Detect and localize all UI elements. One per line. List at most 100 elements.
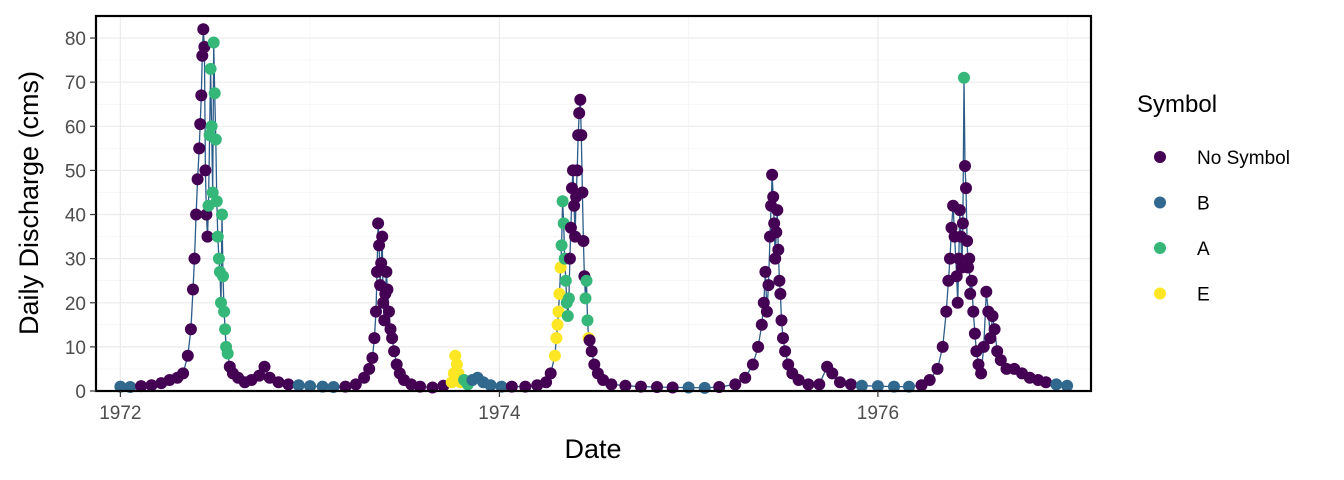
data-point xyxy=(774,287,787,300)
data-point xyxy=(304,380,317,393)
data-point xyxy=(903,380,915,393)
data-point xyxy=(964,287,977,300)
data-point xyxy=(980,285,993,298)
legend-label: No Symbol xyxy=(1197,148,1290,169)
data-point xyxy=(762,279,775,292)
data-point xyxy=(581,314,594,327)
y-tick-label: 70 xyxy=(65,73,86,94)
data-point xyxy=(384,323,397,336)
data-point xyxy=(201,230,214,243)
y-tick-label: 50 xyxy=(65,161,86,182)
data-point xyxy=(826,367,839,380)
data-point xyxy=(775,314,788,327)
data-point xyxy=(193,142,206,155)
data-point xyxy=(555,239,568,252)
data-point xyxy=(888,380,900,393)
data-point xyxy=(792,374,805,386)
data-point xyxy=(217,270,229,283)
data-point xyxy=(205,120,218,133)
legend-key xyxy=(1154,287,1166,300)
data-point xyxy=(585,345,598,358)
data-point xyxy=(962,261,975,274)
data-point xyxy=(553,287,566,300)
legend-entries: No Symbol B A E xyxy=(1154,148,1290,306)
data-point xyxy=(855,379,868,392)
data-point xyxy=(381,283,394,296)
data-point xyxy=(953,204,966,217)
data-point xyxy=(414,380,427,393)
data-point xyxy=(975,367,988,380)
data-point xyxy=(370,305,382,318)
data-point xyxy=(114,380,127,393)
data-point xyxy=(559,274,572,287)
data-point xyxy=(760,305,773,318)
data-point xyxy=(211,230,224,243)
data-point xyxy=(349,378,362,391)
data-point xyxy=(579,292,592,305)
data-point xyxy=(135,380,148,393)
data-point xyxy=(575,129,588,142)
data-point xyxy=(209,133,222,146)
data-point xyxy=(218,305,231,318)
data-point xyxy=(562,292,575,305)
data-point xyxy=(994,354,1007,367)
data-point xyxy=(358,371,371,384)
data-point xyxy=(802,378,815,391)
data-point xyxy=(605,378,618,391)
y-axis-title: Daily Discharge (cms) xyxy=(14,71,44,335)
data-point xyxy=(363,362,376,375)
y-tick-label: 40 xyxy=(65,206,86,227)
data-point xyxy=(782,358,795,371)
y-tick-label: 20 xyxy=(65,294,86,315)
data-point xyxy=(375,257,388,270)
data-point xyxy=(210,195,223,208)
data-point xyxy=(376,230,389,243)
data-point xyxy=(583,334,596,347)
data-point xyxy=(961,235,974,247)
data-point xyxy=(190,208,203,221)
data-point xyxy=(386,332,399,345)
data-point xyxy=(739,371,752,384)
data-point xyxy=(984,332,997,345)
data-point xyxy=(561,310,574,322)
data-point xyxy=(834,376,846,389)
data-point xyxy=(282,378,295,391)
data-point xyxy=(184,323,197,336)
data-point xyxy=(519,380,532,393)
data-point xyxy=(767,190,780,203)
panel-background xyxy=(96,16,1091,391)
data-point xyxy=(219,323,232,336)
data-point xyxy=(484,379,497,392)
data-point xyxy=(944,252,956,265)
data-point xyxy=(145,379,158,392)
data-point xyxy=(372,217,385,230)
data-point xyxy=(505,380,518,393)
data-point xyxy=(380,265,393,278)
legend-entry: A xyxy=(1154,239,1210,260)
data-point xyxy=(752,340,765,353)
data-point xyxy=(576,186,589,199)
data-point xyxy=(199,164,212,177)
data-point xyxy=(968,327,981,340)
data-point xyxy=(316,380,329,393)
data-point xyxy=(844,378,857,391)
data-point xyxy=(554,261,567,274)
y-tick-label: 10 xyxy=(65,338,86,359)
legend-entry: B xyxy=(1154,194,1210,215)
data-point xyxy=(556,195,569,208)
y-tick-label: 60 xyxy=(65,117,86,138)
data-point xyxy=(770,226,783,239)
data-point xyxy=(188,252,201,265)
data-point xyxy=(258,360,271,373)
data-point xyxy=(292,379,305,392)
data-point xyxy=(1061,379,1074,392)
data-point xyxy=(871,380,884,393)
data-point xyxy=(177,367,190,380)
data-point xyxy=(772,243,785,256)
plot-panel xyxy=(94,14,1093,394)
data-point xyxy=(963,252,976,265)
data-point xyxy=(759,265,772,278)
x-tick-label: 1974 xyxy=(478,403,521,424)
legend-entry: No Symbol xyxy=(1154,148,1290,169)
x-axis: 1972 1974 1976 xyxy=(99,391,899,424)
